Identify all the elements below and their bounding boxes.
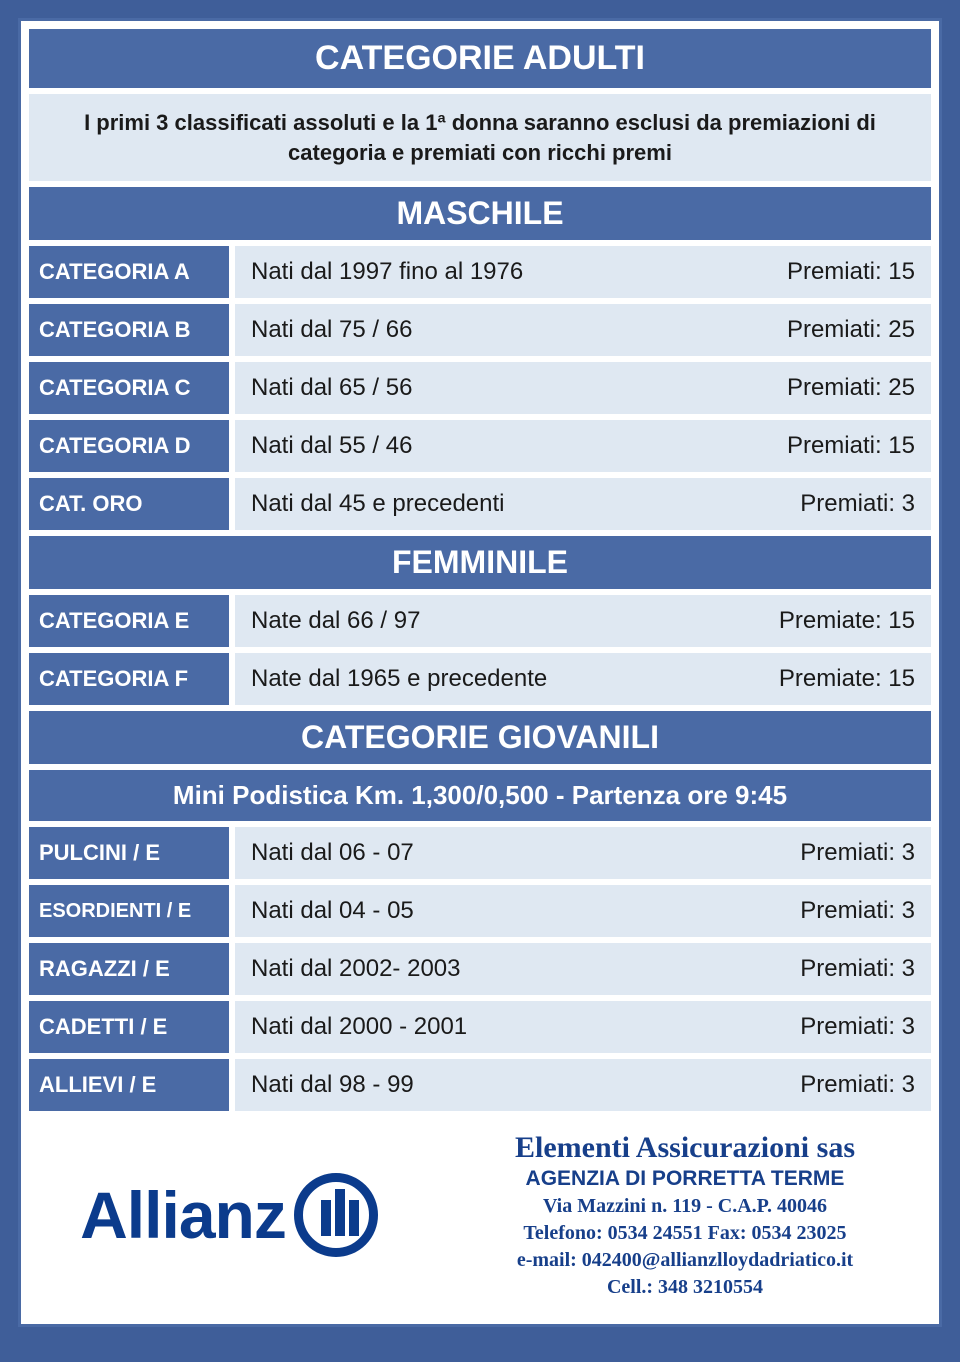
description-cell: Nati dal 65 / 56 Premiati: 25 <box>235 362 931 414</box>
age-range: Nati dal 65 / 56 <box>251 374 767 402</box>
section-femminile-header: FEMMINILE <box>29 536 931 589</box>
title-text: CATEGORIE ADULTI <box>315 39 645 77</box>
description-cell: Nati dal 55 / 46 Premiati: 15 <box>235 420 931 472</box>
description-cell: Nati dal 75 / 66 Premiati: 25 <box>235 304 931 356</box>
subtitle-text: I primi 3 classificati assoluti e la 1ª … <box>84 110 876 165</box>
age-range: Nati dal 06 - 07 <box>251 839 780 867</box>
section-maschile-label: MASCHILE <box>396 195 563 231</box>
category-label: CATEGORIA D <box>39 433 191 459</box>
age-range: Nati dal 2002- 2003 <box>251 955 780 983</box>
age-range: Nati dal 75 / 66 <box>251 316 767 344</box>
age-range: Nati dal 98 - 99 <box>251 1071 780 1099</box>
table-row: CATEGORIA B Nati dal 75 / 66 Premiati: 25 <box>29 304 931 356</box>
table-row: CATEGORIA A Nati dal 1997 fino al 1976 Pre… <box>29 246 931 298</box>
prize-count: Premiati: 3 <box>800 1013 915 1041</box>
allianz-logo: Allianz <box>39 1173 419 1257</box>
description-cell: Nati dal 98 - 99 Premiati: 3 <box>235 1059 931 1111</box>
category-cell: CATEGORIA E <box>29 595 229 647</box>
allianz-icon <box>294 1173 378 1257</box>
document-panel: CATEGORIE ADULTI I primi 3 classificati … <box>18 18 942 1327</box>
category-label: CATEGORIA B <box>39 317 191 343</box>
agency-email: e-mail: 042400@allianzlloydadriatico.it <box>449 1249 921 1272</box>
prize-count: Premiati: 3 <box>800 955 915 983</box>
category-cell: CAT. ORO <box>29 478 229 530</box>
agency-block: Elementi Assicurazioni sas AGENZIA DI PO… <box>449 1131 921 1299</box>
category-cell: PULCINI / E <box>29 827 229 879</box>
category-cell: CATEGORIA B <box>29 304 229 356</box>
prize-count: Premiati: 3 <box>800 897 915 925</box>
category-label: ESORDIENTI / E <box>39 900 191 923</box>
table-row: CATEGORIA E Nate dal 66 / 97 Premiate: 15 <box>29 595 931 647</box>
category-cell: ALLIEVI / E <box>29 1059 229 1111</box>
table-row: ESORDIENTI / E Nati dal 04 - 05 Premiati: … <box>29 885 931 937</box>
section-giovanili-header: CATEGORIE GIOVANILI <box>29 711 931 764</box>
agency-office: AGENZIA DI PORRETTA TERME <box>449 1167 921 1191</box>
agency-phone: Telefono: 0534 24551 Fax: 0534 23025 <box>449 1222 921 1245</box>
table-row: CADETTI / E Nati dal 2000 - 2001 Premiati:… <box>29 1001 931 1053</box>
category-label: CADETTI / E <box>39 1014 167 1040</box>
category-label: PULCINI / E <box>39 840 160 866</box>
section-giovanili-label: CATEGORIE GIOVANILI <box>301 719 659 755</box>
prize-count: Premiati: 15 <box>787 432 915 460</box>
category-cell: ESORDIENTI / E <box>29 885 229 937</box>
prize-count: Premiati: 15 <box>787 258 915 286</box>
description-cell: Nati dal 04 - 05 Premiati: 3 <box>235 885 931 937</box>
age-range: Nate dal 1965 e precedente <box>251 665 759 693</box>
age-range: Nati dal 45 e precedenti <box>251 490 780 518</box>
table-row: CATEGORIA F Nate dal 1965 e precedente Pre… <box>29 653 931 705</box>
agency-company: Elementi Assicurazioni sas <box>449 1131 921 1165</box>
age-range: Nate dal 66 / 97 <box>251 607 759 635</box>
allianz-wordmark: Allianz <box>80 1177 286 1253</box>
table-row: CAT. ORO Nati dal 45 e precedenti Premiati… <box>29 478 931 530</box>
description-cell: Nati dal 2000 - 2001 Premiati: 3 <box>235 1001 931 1053</box>
age-range: Nati dal 55 / 46 <box>251 432 767 460</box>
description-cell: Nate dal 66 / 97 Premiate: 15 <box>235 595 931 647</box>
table-row: CATEGORIA C Nati dal 65 / 56 Premiati: 25 <box>29 362 931 414</box>
category-cell: RAGAZZI / E <box>29 943 229 995</box>
prize-count: Premiati: 3 <box>800 490 915 518</box>
prize-count: Premiati: 25 <box>787 316 915 344</box>
footer: Allianz Elementi Assicurazioni sas AGENZ… <box>29 1111 931 1324</box>
giovanili-rows: PULCINI / ENati dal 06 - 07Premiati: 3ES… <box>29 827 931 1111</box>
description-cell: Nate dal 1965 e precedente Premiate: 15 <box>235 653 931 705</box>
description-cell: Nati dal 06 - 07 Premiati: 3 <box>235 827 931 879</box>
description-cell: Nati dal 1997 fino al 1976 Premiati: 15 <box>235 246 931 298</box>
category-label: CATEGORIA A <box>39 259 190 285</box>
age-range: Nati dal 1997 fino al 1976 <box>251 258 767 286</box>
category-label: CATEGORIA C <box>39 375 191 401</box>
category-label: RAGAZZI / E <box>39 956 170 982</box>
title-bar: CATEGORIE ADULTI <box>29 29 931 88</box>
table-row: ALLIEVI / E Nati dal 98 - 99 Premiati: 3 <box>29 1059 931 1111</box>
section-maschile-header: MASCHILE <box>29 187 931 240</box>
category-label: CATEGORIA F <box>39 666 188 692</box>
category-cell: CATEGORIA D <box>29 420 229 472</box>
prize-count: Premiati: 3 <box>800 1071 915 1099</box>
prize-count: Premiate: 15 <box>779 607 915 635</box>
section-giovanili-subheader: Mini Podistica Km. 1,300/0,500 - Partenz… <box>29 770 931 821</box>
category-cell: CATEGORIA A <box>29 246 229 298</box>
agency-cell: Cell.: 348 3210554 <box>449 1276 921 1299</box>
table-row: PULCINI / E Nati dal 06 - 07 Premiati: 3 <box>29 827 931 879</box>
description-cell: Nati dal 2002- 2003 Premiati: 3 <box>235 943 931 995</box>
category-cell: CATEGORIA F <box>29 653 229 705</box>
category-label: CATEGORIA E <box>39 608 189 634</box>
giovanili-subheader-text: Mini Podistica Km. 1,300/0,500 - Partenz… <box>173 780 787 810</box>
agency-address: Via Mazzini n. 119 - C.A.P. 40046 <box>449 1195 921 1218</box>
description-cell: Nati dal 45 e precedenti Premiati: 3 <box>235 478 931 530</box>
category-label: CAT. ORO <box>39 491 142 517</box>
age-range: Nati dal 04 - 05 <box>251 897 780 925</box>
maschile-rows: CATEGORIA A Nati dal 1997 fino al 1976 Pre… <box>29 246 931 530</box>
category-label: ALLIEVI / E <box>39 1072 156 1098</box>
subtitle-strip: I primi 3 classificati assoluti e la 1ª … <box>29 94 931 181</box>
table-row: CATEGORIA D Nati dal 55 / 46 Premiati: 15 <box>29 420 931 472</box>
femminile-rows: CATEGORIA ENate dal 66 / 97Premiate: 15C… <box>29 595 931 705</box>
category-cell: CATEGORIA C <box>29 362 229 414</box>
prize-count: Premiate: 15 <box>779 665 915 693</box>
category-cell: CADETTI / E <box>29 1001 229 1053</box>
section-femminile-label: FEMMINILE <box>392 544 568 580</box>
age-range: Nati dal 2000 - 2001 <box>251 1013 780 1041</box>
prize-count: Premiati: 3 <box>800 839 915 867</box>
table-row: RAGAZZI / E Nati dal 2002- 2003 Premiati: … <box>29 943 931 995</box>
prize-count: Premiati: 25 <box>787 374 915 402</box>
